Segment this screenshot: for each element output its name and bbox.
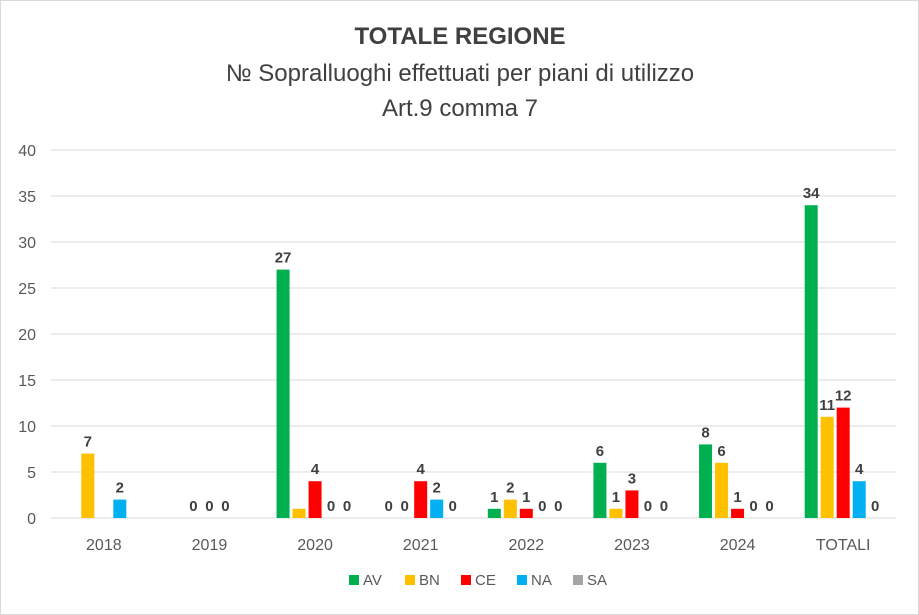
data-label: 0 <box>401 498 409 515</box>
bar-bn <box>503 499 517 518</box>
y-tick-label: 20 <box>18 327 36 344</box>
chart-subtitle-line-1: № Sopralluoghi effettuati per piani di u… <box>226 60 694 87</box>
data-label: 0 <box>660 498 668 515</box>
bar-na <box>113 499 127 518</box>
data-label: 27 <box>275 250 292 267</box>
data-label: 8 <box>701 424 709 441</box>
y-tick-label: 15 <box>18 373 36 390</box>
legend-swatch-ce <box>461 575 471 585</box>
legend-label-sa: SA <box>587 572 607 589</box>
x-tick-label: 2018 <box>86 537 122 554</box>
y-tick-label: 0 <box>27 511 36 528</box>
data-label: 0 <box>205 498 213 515</box>
data-label: 0 <box>749 498 757 515</box>
bar-ce <box>519 508 533 518</box>
data-label: 4 <box>311 461 320 478</box>
bar-na <box>430 499 444 518</box>
gridlines <box>51 149 896 519</box>
data-label: 7 <box>84 434 92 451</box>
bar-ce <box>731 508 745 518</box>
bar-na <box>852 481 866 518</box>
bar-bn <box>292 508 306 518</box>
bar-av <box>804 205 818 518</box>
data-label: 1 <box>612 489 620 506</box>
data-label: 0 <box>644 498 652 515</box>
data-label: 11 <box>819 397 835 414</box>
x-tick-label: 2023 <box>614 537 650 554</box>
legend-swatch-av <box>349 575 359 585</box>
data-label: 0 <box>554 498 562 515</box>
data-label: 0 <box>343 498 351 515</box>
data-label: 1 <box>522 489 530 506</box>
data-label: 6 <box>717 443 725 460</box>
bar-av <box>699 444 713 518</box>
data-label: 0 <box>871 498 879 515</box>
y-tick-label: 40 <box>18 143 36 160</box>
data-label: 2 <box>506 480 514 497</box>
bar-ce <box>836 407 850 518</box>
legend: AV BN CE NA SA <box>349 572 607 589</box>
x-tick-label: 2024 <box>720 537 756 554</box>
data-label: 0 <box>765 498 773 515</box>
x-tick-label: 2019 <box>192 537 228 554</box>
y-tick-label: 25 <box>18 281 36 298</box>
data-label: 0 <box>385 498 393 515</box>
bar-av <box>487 508 501 518</box>
data-label: 6 <box>596 443 604 460</box>
data-label: 0 <box>189 498 197 515</box>
data-label: 12 <box>835 388 852 405</box>
bar-av <box>276 269 290 518</box>
data-label: 2 <box>116 480 124 497</box>
data-label: 2 <box>433 480 441 497</box>
bar-av <box>593 462 607 518</box>
chart-subtitle-line-2: Art.9 comma 7 <box>382 95 538 122</box>
data-label: 0 <box>538 498 546 515</box>
y-tick-label: 30 <box>18 235 36 252</box>
data-label: 0 <box>221 498 229 515</box>
x-tick-label: 2020 <box>297 537 333 554</box>
x-tick-label: 2022 <box>509 537 545 554</box>
bar-ce <box>414 481 428 518</box>
bars <box>81 205 866 518</box>
data-label: 4 <box>417 461 426 478</box>
data-label: 1 <box>490 489 498 506</box>
data-label: 0 <box>327 498 335 515</box>
x-axis-ticks: 2018 2019 2020 2021 2022 2023 2024 TOTALI <box>86 537 870 554</box>
legend-swatch-bn <box>405 575 415 585</box>
legend-swatch-sa <box>573 575 583 585</box>
data-label: 0 <box>449 498 457 515</box>
x-tick-label: 2021 <box>403 537 439 554</box>
bar-ce <box>625 490 639 518</box>
bar-ce <box>308 481 322 518</box>
data-label: 3 <box>628 470 636 487</box>
y-tick-label: 5 <box>27 465 36 482</box>
chart-title: TOTALE REGIONE <box>354 23 565 50</box>
legend-swatch-na <box>517 575 527 585</box>
y-axis-ticks: 0 5 10 15 20 25 30 35 40 <box>18 143 36 528</box>
legend-label-bn: BN <box>419 572 440 589</box>
legend-label-av: AV <box>363 572 382 589</box>
y-tick-label: 35 <box>18 189 36 206</box>
legend-label-na: NA <box>531 572 552 589</box>
data-label: 1 <box>733 489 741 506</box>
legend-label-ce: CE <box>475 572 496 589</box>
bar-bn <box>81 453 95 518</box>
x-tick-label: TOTALI <box>816 537 871 554</box>
data-label: 34 <box>803 185 820 202</box>
bar-bn <box>715 462 729 518</box>
bar-bn <box>609 508 623 518</box>
bar-bn <box>820 416 834 518</box>
y-tick-label: 10 <box>18 419 36 436</box>
data-label: 4 <box>855 461 864 478</box>
